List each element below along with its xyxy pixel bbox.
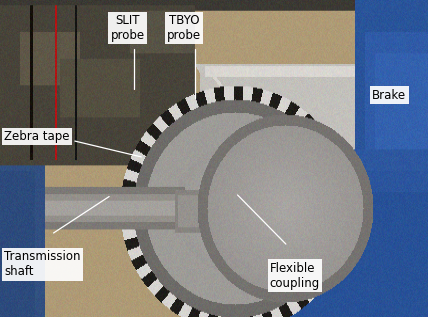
Text: Flexible
coupling: Flexible coupling [270, 262, 320, 289]
Text: Brake: Brake [372, 88, 407, 102]
Text: SLIT
probe: SLIT probe [110, 14, 145, 42]
Text: Zebra tape: Zebra tape [4, 130, 70, 143]
Text: TBYO
probe: TBYO probe [167, 14, 201, 42]
Text: Transmission
shaft: Transmission shaft [4, 250, 81, 278]
